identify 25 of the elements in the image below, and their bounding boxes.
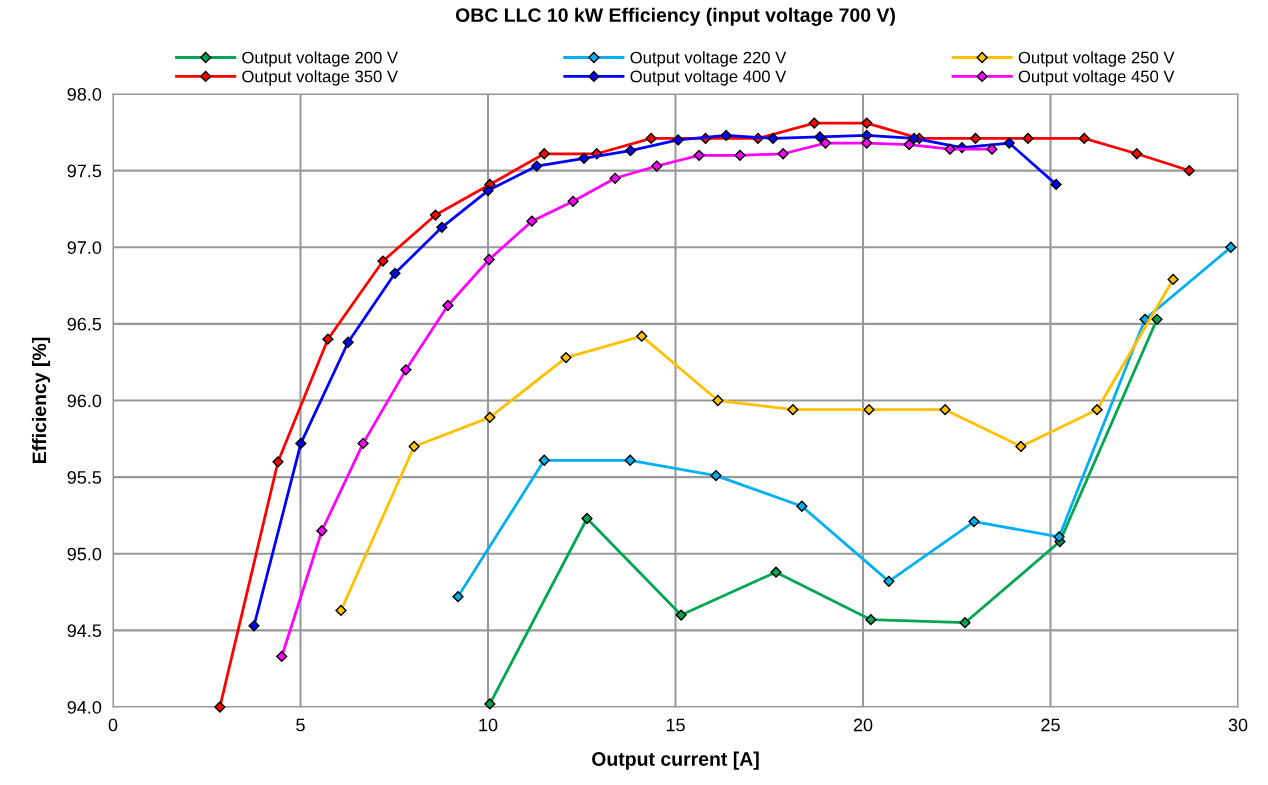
x-tick-label: 5	[296, 718, 305, 732]
x-axis-title: Output current [A]	[592, 751, 759, 770]
y-axis-title: Efficiency [%]	[31, 337, 51, 463]
x-tick-label: 25	[1041, 718, 1060, 732]
y-tick-label: 97.0	[67, 241, 102, 254]
y-tick-label: 94.0	[67, 700, 102, 714]
chart-title: OBC LLC 10 kW Efficiency (input voltage 700 V)	[455, 7, 895, 26]
legend-label: Output voltage 220 V	[630, 51, 787, 67]
legend-label: Output voltage 200 V	[242, 51, 398, 67]
y-tick-label: 97.5	[67, 164, 102, 178]
y-tick-label: 95.0	[67, 547, 102, 561]
legend-label: Output voltage 350 V	[242, 70, 398, 86]
legend-label: Output voltage 400 V	[630, 70, 787, 86]
y-tick-label: 96.0	[67, 394, 102, 408]
x-tick-label: 30	[1228, 718, 1248, 732]
legend-label: Output voltage 250 V	[1018, 51, 1175, 67]
x-tick-label: 0	[108, 718, 118, 732]
x-tick-label: 20	[853, 718, 873, 732]
x-tick-label: 10	[479, 718, 498, 732]
y-tick-label: 94.5	[67, 624, 102, 638]
x-tick-label: 15	[666, 718, 685, 732]
y-tick-label: 96.5	[67, 317, 102, 331]
legend-label: Output voltage 450 V	[1018, 70, 1175, 86]
y-tick-label: 98.0	[67, 87, 102, 101]
y-tick-label: 95.5	[67, 471, 102, 484]
